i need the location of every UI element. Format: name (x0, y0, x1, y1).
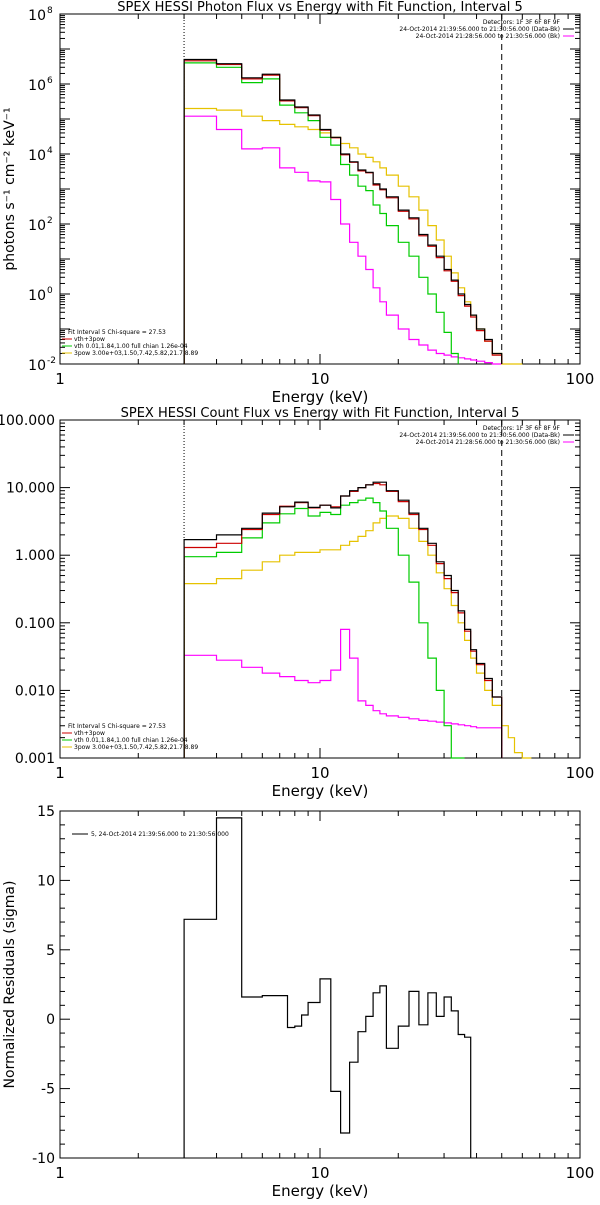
panel2-y-tick-label: 100.000 (0, 413, 55, 429)
panel3-legend-line: 5, 24-Oct-2014 21:39:56.000 to 21:30:56.… (91, 831, 229, 838)
panel1-x-axis-label: Energy (keV) (272, 388, 369, 406)
panel1-legend-top-line: 24-Oct-2014 21:39:56.000 to 21:30:56.000… (399, 26, 560, 33)
panel2-chart (59, 419, 581, 759)
panel1-y-tick-exponent: 0 (47, 286, 53, 296)
panel1-y-tick-exponent: 2 (47, 216, 53, 226)
panel1-y-tick-label: 10 (28, 358, 46, 374)
panel2-legend-bottom-line: 3pow 3.00e+03,1.50,7.42,5.82,21.7,8.89 (74, 744, 198, 751)
panel1-x-tick-label: 10 (310, 370, 329, 388)
panel1-legend-top-line: Detectors: 1F 3F 6F 8F 9F (483, 19, 561, 26)
panel2-y-tick-label: 0.001 (15, 751, 55, 767)
panel3-y-tick-label: 0 (46, 1012, 55, 1028)
panel1-series-3pow (183, 107, 523, 365)
panel1-chart (59, 13, 581, 365)
panel1-series-vth-3pow (183, 60, 503, 364)
panel2-series-3pow (183, 515, 532, 759)
panel2-legend-top-line: 24-Oct-2014 21:39:56.000 to 21:30:56.000… (399, 432, 560, 439)
panel2-series-vth-3pow (183, 482, 503, 758)
panel1-legend-top-line: 24-Oct-2014 21:28:56.000 to 21:30:56.000… (416, 33, 560, 40)
panel2-series-bk (183, 628, 503, 758)
panel2-legend-bottom-line: Fit Interval 5 Chi-square = 27.53 (68, 723, 166, 730)
panel1-y-tick-exponent: 4 (47, 146, 53, 156)
panel3-y-tick-label: -5 (41, 1082, 55, 1098)
panel1-series-vth (183, 62, 459, 364)
panel1-legend-bottom-line: vth 0.01,1.84,1.00 full chian 1.26e-04 (74, 343, 188, 350)
panel2-y-tick-label: 0.010 (15, 683, 55, 699)
panel1-y-tick-exponent: 8 (47, 6, 53, 16)
panel3-x-tick-label: 1 (55, 1164, 65, 1182)
panel2-x-tick-label: 1 (55, 764, 65, 782)
panel2-x-axis-label: Energy (keV) (272, 782, 369, 800)
panel2-series-vth (183, 497, 465, 759)
panel2-legend-top-line: Detectors: 1F 3F 6F 8F 9F (483, 425, 561, 432)
panel3-y-tick-label: 10 (37, 873, 55, 889)
panel1-title: SPEX HESSI Photon Flux vs Energy with Fi… (117, 0, 523, 15)
panel3-y-tick-label: 15 (37, 804, 55, 820)
panel2-title: SPEX HESSI Count Flux vs Energy with Fit… (121, 406, 520, 421)
panel1-y-tick-exponent: 6 (47, 76, 53, 86)
panel3-y-axis-label: Normalized Residuals (sigma) (2, 881, 18, 1089)
panel2-y-tick-label: 10.000 (6, 481, 55, 497)
panel1-x-tick-label: 100 (566, 370, 595, 388)
panel3-series-residuals (183, 817, 472, 1158)
panel1-series-bk (183, 115, 502, 365)
panel1-y-tick-label: 10 (28, 218, 46, 234)
panel1-x-tick-label: 1 (55, 370, 65, 388)
panel2-y-tick-label: 0.100 (15, 616, 55, 632)
panel1-y-tick-label: 10 (28, 78, 46, 94)
panel3-x-tick-label: 10 (310, 1164, 329, 1182)
panel1-legend-bottom-line: 3pow 3.00e+03,1.50,7.42,5.82,21.7,8.89 (74, 350, 198, 357)
panel1-legend-bottom-line: Fit Interval 5 Chi-square = 27.53 (68, 329, 166, 336)
panel3-y-tick-label: 5 (46, 943, 55, 959)
panel3-chart (59, 810, 581, 1159)
panel2-legend-top-line: 24-Oct-2014 21:28:56.000 to 21:30:56.000… (416, 439, 560, 446)
panel2-legend-bottom-line: vth+3pow (74, 730, 105, 737)
panel1-y-tick-label: 10 (28, 8, 46, 24)
panel2-x-tick-label: 100 (566, 764, 595, 782)
panel1-legend-bottom-line: vth+3pow (74, 336, 105, 343)
panel1-y-tick-label: 10 (28, 148, 46, 164)
panel3-x-tick-label: 100 (566, 1164, 595, 1182)
panel1-series-data-bk (183, 58, 503, 364)
panel2-legend-bottom-line: vth 0.01,1.84,1.00 full chian 1.26e-04 (74, 737, 188, 744)
panel2-y-tick-label: 1.000 (15, 548, 55, 564)
panel2-x-tick-label: 10 (310, 764, 329, 782)
panel1-y-tick-exponent: -2 (47, 356, 56, 366)
panel1-y-tick-label: 10 (28, 288, 46, 304)
panel3-y-tick-label: -10 (32, 1151, 55, 1167)
panel1-y-axis-label: photons s⁻¹ cm⁻² keV⁻¹ (2, 107, 18, 270)
panel2-series-data-bk (183, 481, 503, 758)
panel3-x-axis-label: Energy (keV) (272, 1182, 369, 1200)
